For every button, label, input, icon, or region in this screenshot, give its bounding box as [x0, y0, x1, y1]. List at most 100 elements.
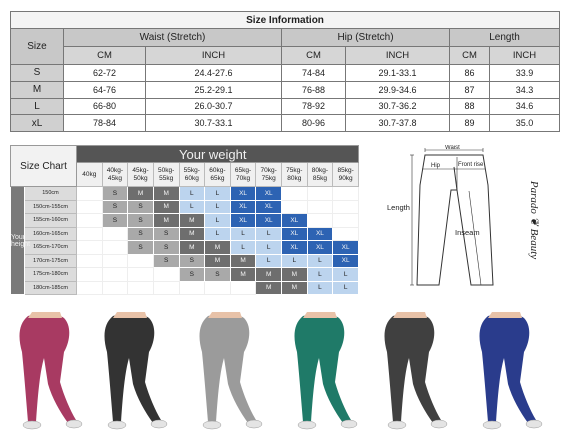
size-cell: S	[127, 226, 154, 241]
size-label: L	[10, 97, 64, 116]
size-cell: L	[255, 226, 282, 241]
size-cell: XL	[281, 240, 308, 255]
size-cell: L	[306, 253, 334, 268]
table-row: Your height 150cm S M M L L XL XL	[10, 186, 360, 295]
table-cell: 88	[449, 97, 490, 116]
size-cell	[281, 186, 308, 201]
size-cell	[76, 240, 103, 255]
weight-header: 45kg-50kg	[127, 162, 154, 187]
product-photo	[384, 312, 448, 430]
brand-logo: Parado ❦ Beauty	[528, 180, 540, 259]
size-cell: M	[204, 253, 231, 268]
unit-header: CM	[63, 46, 146, 65]
size-cell: S	[178, 253, 206, 268]
unit-header: CM	[281, 46, 346, 65]
size-cell: L	[332, 267, 360, 282]
table-cell: 35.0	[488, 114, 561, 132]
size-cell: S	[101, 199, 129, 214]
size-cell: M	[229, 267, 257, 282]
size-cell	[306, 199, 334, 214]
legging-silhouette	[104, 313, 161, 423]
sneaker-icon	[430, 419, 448, 429]
table-cell: 78-92	[281, 97, 346, 116]
length-label: Length	[387, 203, 410, 212]
size-cell: M	[152, 199, 180, 214]
table-cell: 76-88	[281, 80, 346, 99]
product-photo	[294, 312, 358, 430]
length-group-header: Length	[448, 28, 561, 47]
table-cell: 74-84	[281, 64, 346, 82]
size-cell: S	[152, 226, 180, 241]
size-cell	[101, 267, 129, 282]
size-cell: L	[204, 186, 231, 201]
size-cell	[204, 280, 231, 295]
size-cell	[101, 253, 129, 268]
size-cell: XL	[255, 186, 282, 201]
size-chart-title: Size Chart	[10, 145, 77, 187]
table-cell: 64-76	[63, 80, 146, 99]
size-cell: XL	[332, 253, 360, 268]
size-cell: XL	[229, 186, 257, 201]
size-cell: L	[332, 280, 360, 295]
size-cell: L	[204, 226, 231, 241]
size-cell: M	[281, 280, 308, 295]
pants-outline	[416, 154, 494, 286]
hip-label: Hip	[431, 163, 441, 169]
size-cell: L	[178, 186, 206, 201]
size-label: xL	[10, 114, 64, 132]
front-rise-label: Front rise	[458, 162, 484, 168]
table-row: M 64-76 25.2-29.1 76-88 29.9-34.6 87 34.…	[10, 80, 561, 99]
size-cell	[332, 226, 360, 241]
size-info-title: Size Information	[9, 11, 561, 29]
legging-silhouette	[479, 313, 536, 423]
size-cell: L	[178, 199, 206, 214]
table-row: 175cm-180cm S S M M M L L	[11, 267, 360, 282]
sneaker-icon	[245, 419, 263, 429]
table-cell: 34.6	[488, 97, 561, 116]
height-label: 150cm-155cm	[24, 199, 77, 214]
unit-header: INCH	[345, 46, 450, 65]
size-cell	[76, 199, 103, 214]
size-cell: L	[204, 213, 231, 228]
sneaker-icon	[107, 420, 127, 430]
unit-header: CM	[449, 46, 490, 65]
size-cell	[281, 199, 308, 214]
size-chart-table: Size Chart Your weight 40kg 40kg-45kg 45kg…	[10, 145, 360, 295]
table-cell: 62-72	[63, 64, 146, 82]
size-cell	[306, 186, 334, 201]
size-chart: Size Chart Your weight 40kg 40kg-45kg 45kg…	[10, 145, 360, 295]
sneaker-icon	[525, 419, 543, 429]
unit-header: INCH	[145, 46, 282, 65]
product-photo	[199, 312, 263, 430]
sneaker-icon	[22, 420, 42, 430]
size-cell: S	[152, 253, 180, 268]
size-cell: M	[178, 226, 206, 241]
sneaker-icon	[150, 419, 168, 429]
size-cell	[76, 226, 103, 241]
sneaker-icon	[297, 420, 317, 430]
table-cell: 29.9-34.6	[345, 80, 450, 99]
size-cell: M	[178, 213, 206, 228]
table-cell: 66-80	[63, 97, 146, 116]
sneaker-icon	[340, 419, 358, 429]
size-cell	[101, 226, 129, 241]
table-row: xL 78-84 30.7-33.1 80-96 30.7-37.8 89 35…	[10, 114, 561, 132]
table-cell: 30.7-33.1	[145, 114, 282, 132]
size-cell: XL	[332, 240, 360, 255]
height-label: 170cm-175cm	[24, 253, 77, 268]
size-cell	[332, 213, 360, 228]
sneaker-icon	[65, 419, 83, 429]
waist-group-header: Waist (Stretch)	[63, 28, 282, 47]
legging-silhouette	[384, 313, 441, 423]
size-cell: M	[255, 267, 282, 282]
waist-label: Waist	[445, 145, 460, 151]
legging-silhouette	[294, 313, 351, 423]
weight-header: 75kg-80kg	[281, 162, 308, 187]
height-label: 150cm	[24, 186, 77, 201]
size-cell: XL	[229, 199, 257, 214]
size-label: S	[10, 64, 64, 82]
height-label: 165cm-170cm	[24, 240, 77, 255]
inseam-label: Inseam	[455, 228, 480, 237]
size-cell	[101, 280, 129, 295]
table-row: 180cm-185cm M M L L	[11, 280, 360, 295]
